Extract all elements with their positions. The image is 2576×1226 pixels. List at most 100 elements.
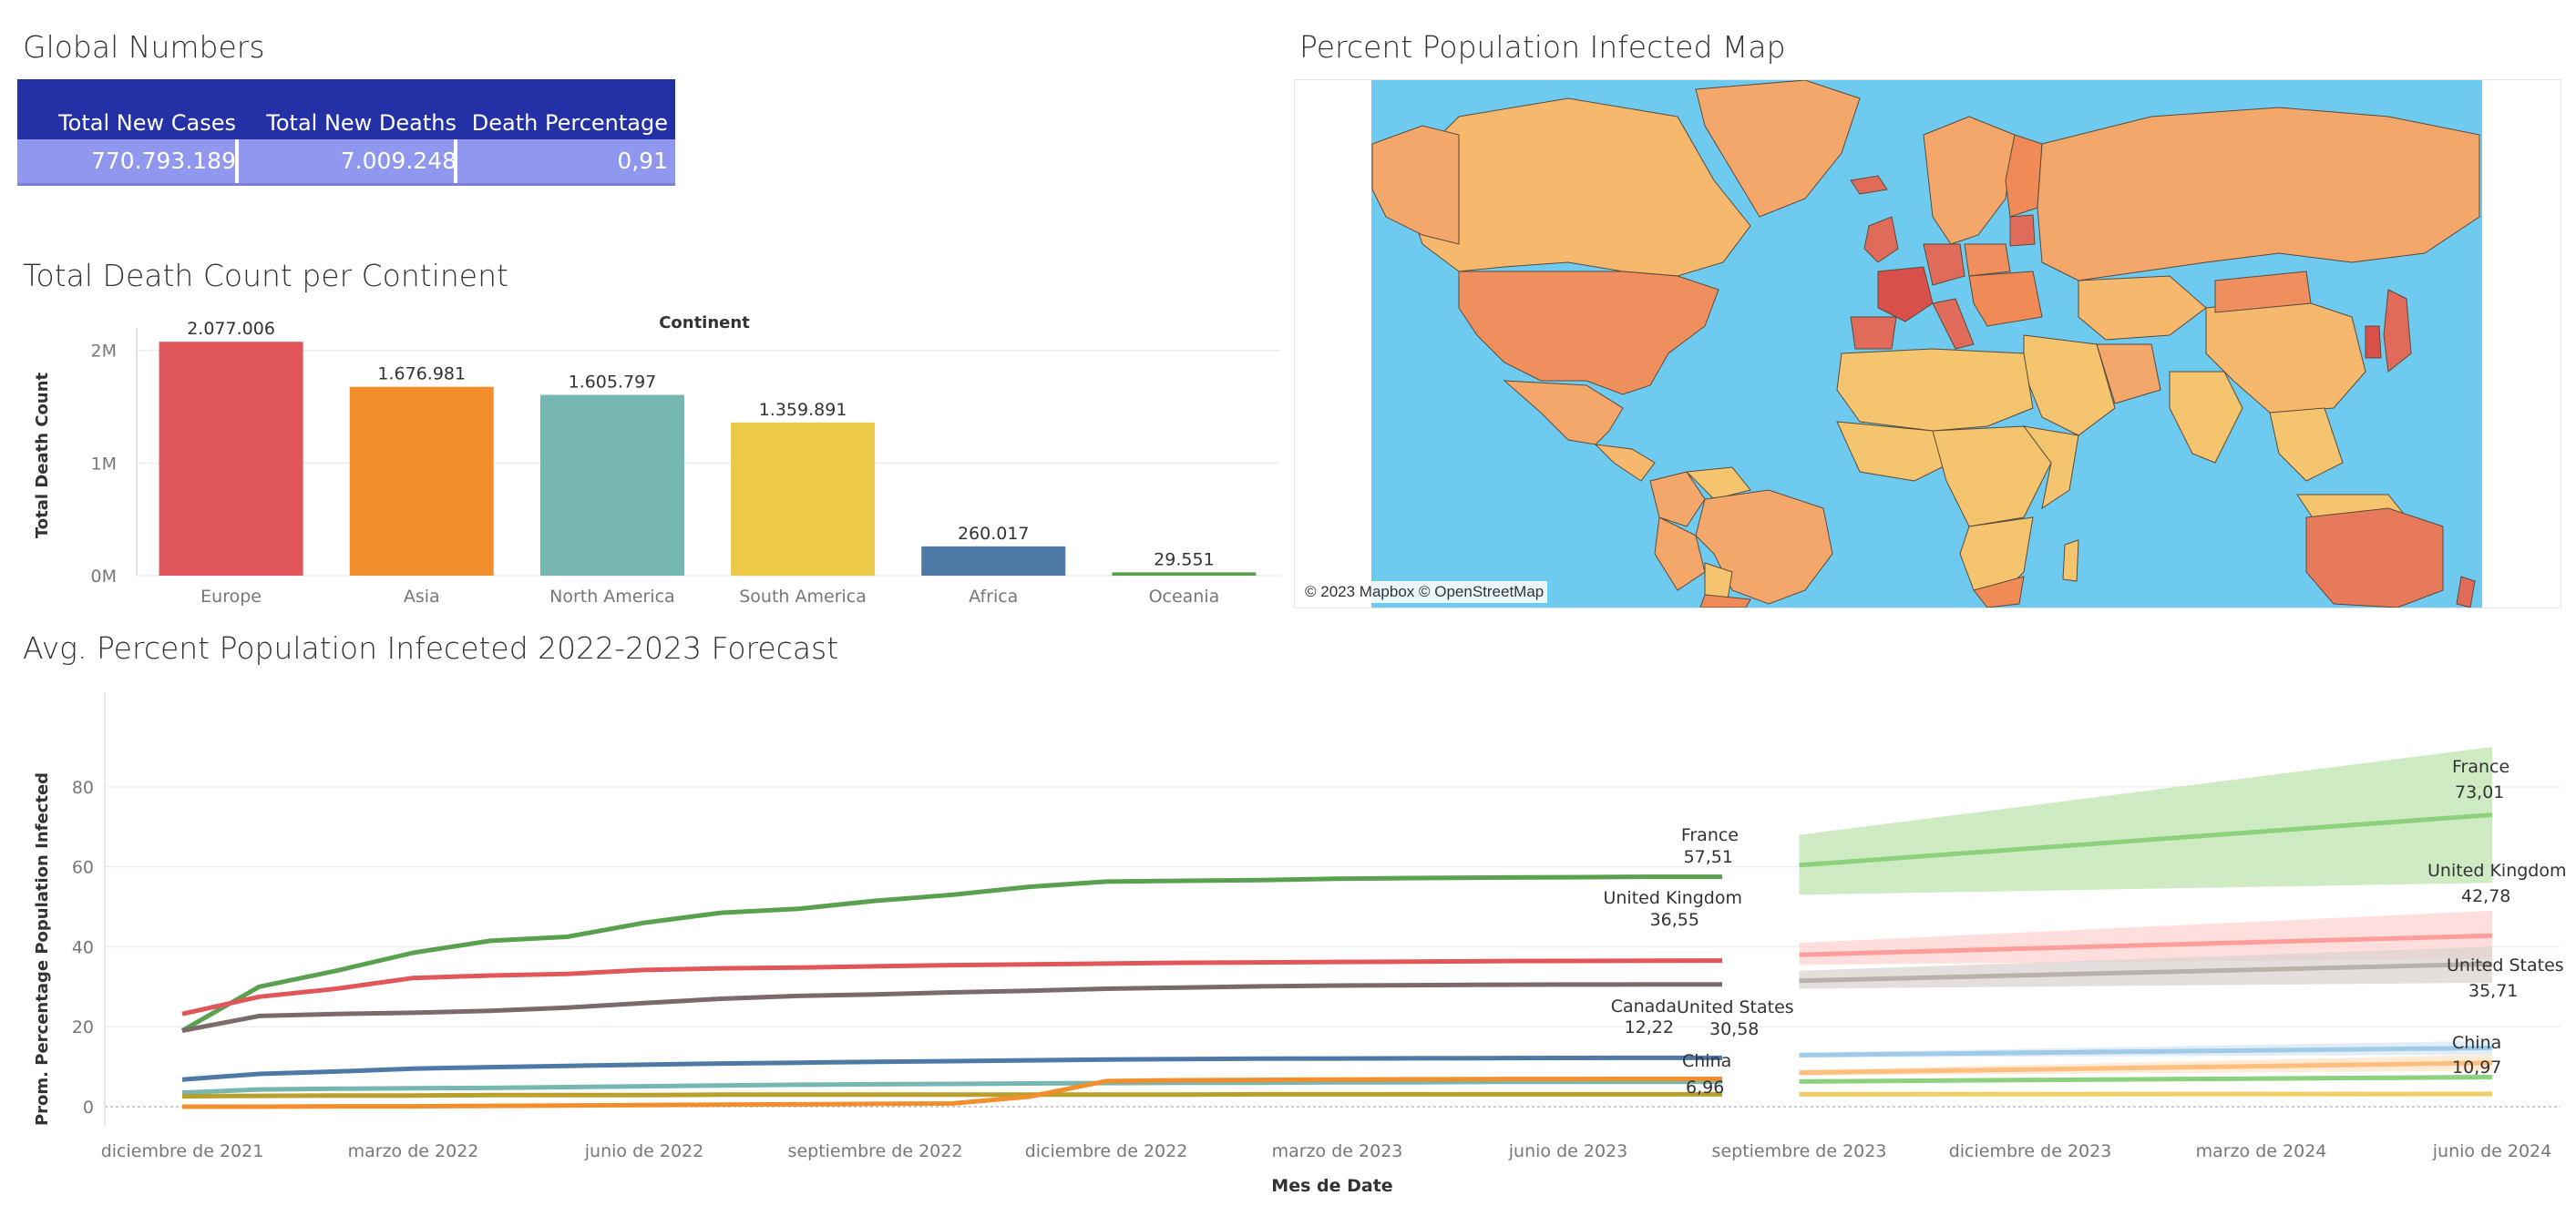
value-total-new-cases[interactable]: 770.793.189 — [90, 148, 236, 174]
bar-y-ticks: 0M 1M 2M — [91, 342, 117, 587]
bar-north-america — [539, 394, 684, 576]
map-country-spain — [1850, 316, 1897, 350]
map-country-mongolia — [2214, 271, 2312, 313]
map-country-japan — [2383, 289, 2412, 373]
map-country-south-africa — [1973, 576, 2025, 608]
header-death-percentage[interactable]: Death Percentage — [471, 110, 668, 136]
forecast-line-france — [1799, 812, 2493, 868]
forecast-x-axis-label: Mes de Date — [1271, 1176, 1392, 1196]
forecast-x-tick-label: diciembre de 2021 — [101, 1141, 264, 1161]
forecast-title: Avg. Percent Population Infeceted 2022-2… — [23, 630, 839, 666]
map-country-iceland — [1850, 175, 1888, 195]
forecast-line-chart: Prom. Percentage Population Infected Mes… — [33, 692, 2567, 1196]
bar-gridlines — [136, 328, 1280, 577]
map-country-korea — [2365, 325, 2382, 359]
forecast-x-tick-label: septiembre de 2022 — [788, 1141, 963, 1161]
forecast-y-ticks: 0 20 40 60 80 — [72, 778, 94, 1118]
label-france-fc-value: 73,01 — [2455, 782, 2504, 802]
global-numbers-header-row: Total New Cases Total New Deaths Death P… — [17, 79, 675, 139]
forecast-line-united-states — [1799, 961, 2493, 984]
forecast-x-tick-label: junio de 2024 — [2432, 1141, 2551, 1161]
label-uk-fc-name: United Kingdom — [2427, 861, 2567, 881]
label-france-hist-value: 57,51 — [1684, 847, 1733, 867]
label-uk-fc-value: 42,78 — [2461, 886, 2510, 906]
label-canada-hist-value: 12,22 — [1625, 1017, 1674, 1037]
map-country-madagascar — [2062, 539, 2079, 582]
label-us-fc-name: United States — [2447, 955, 2564, 976]
global-numbers-table: Total New Cases Total New Deaths Death P… — [17, 79, 675, 186]
map-country-australia — [2305, 507, 2444, 608]
map-frame[interactable] — [1294, 79, 2561, 608]
forecast-bands — [1799, 747, 2492, 1095]
bar-y-tick-label: 0M — [91, 567, 117, 587]
header-total-new-cases[interactable]: Total New Cases — [58, 110, 236, 136]
map-country-italy — [1932, 298, 1975, 350]
forecast-y-tick-label: 40 — [72, 937, 94, 957]
bar-y-tick-label: 1M — [91, 454, 117, 474]
world-map[interactable] — [1295, 79, 2561, 608]
forecast-x-tick-label: septiembre de 2023 — [1712, 1141, 1887, 1161]
map-country-southeast-asia — [2269, 407, 2344, 482]
bar-south-america — [731, 422, 876, 576]
bar-y-tick-label: 2M — [91, 342, 117, 362]
value-total-new-deaths[interactable]: 7.009.248 — [340, 148, 457, 174]
label-uk-hist-value: 36,55 — [1650, 910, 1699, 930]
map-country-kazakhstan — [2078, 275, 2207, 341]
forecast-x-ticks: diciembre de 2021 marzo de 2022 junio de 2… — [101, 1141, 2552, 1161]
forecast-x-tick-label: marzo de 2024 — [2196, 1141, 2327, 1161]
bar-category-label: Africa — [969, 587, 1018, 607]
map-country-greenland — [1695, 79, 1861, 218]
map-country-finland — [2005, 134, 2043, 218]
bar-africa — [921, 546, 1066, 576]
map-country-west-africa — [1836, 421, 1952, 482]
forecast-line — [1799, 1075, 2493, 1084]
series-line-france — [180, 874, 1722, 1033]
label-france-hist-name: France — [1681, 825, 1739, 845]
death-chart-title: Total Death Count per Continent — [23, 258, 508, 293]
map-country-iran — [2096, 343, 2161, 404]
forecast-y-axis-label: Prom. Percentage Population Infected — [33, 772, 52, 1126]
label-us-hist-value: 30,58 — [1709, 1019, 1759, 1039]
forecast-y-tick-label: 80 — [72, 778, 94, 798]
column-separator — [235, 139, 239, 183]
bar-data-label: 1.605.797 — [569, 372, 657, 392]
map-country-china — [2205, 298, 2366, 414]
bar-y-axis-label: Total Death Count — [33, 372, 52, 538]
map-title: Percent Population Infected Map — [1299, 29, 1786, 65]
map-country-germany — [1923, 243, 1965, 286]
series-line-canada — [181, 1055, 1722, 1082]
value-death-percentage[interactable]: 0,91 — [617, 148, 668, 174]
label-uk-hist-name: United Kingdom — [1603, 888, 1742, 908]
map-country-scandinavia — [1923, 116, 2016, 245]
bar-oceania — [1112, 572, 1257, 576]
map-country-mexico — [1503, 380, 1624, 445]
global-numbers-title: Global Numbers — [23, 29, 265, 65]
map-country-russia — [2037, 107, 2480, 281]
column-separator — [454, 139, 457, 183]
bar-data-label: 1.359.891 — [759, 400, 847, 420]
forecast-lines[interactable] — [180, 812, 2493, 1109]
label-us-hist-name: United States — [1677, 997, 1794, 1017]
map-attribution[interactable]: © 2023 Mapbox © OpenStreetMap — [1301, 581, 1548, 603]
map-country-usa — [1458, 271, 1719, 395]
forecast-line — [1799, 1060, 2493, 1076]
bar-data-label: 2.077.006 — [187, 319, 275, 339]
map-country-north-africa — [1836, 348, 2034, 432]
label-france-fc-name: France — [2452, 757, 2509, 777]
map-country-east-africa — [2022, 425, 2079, 510]
label-china-hist-value: 6,96 — [1686, 1078, 1724, 1098]
series-line — [181, 1091, 1722, 1099]
bar-data-label: 1.676.981 — [377, 364, 466, 384]
label-us-fc-value: 35,71 — [2468, 981, 2518, 1001]
map-country-baltics — [2009, 214, 2036, 247]
header-total-new-deaths[interactable]: Total New Deaths — [266, 110, 457, 136]
label-china-fc-value: 10,97 — [2452, 1057, 2501, 1078]
map-country-france — [1877, 266, 1934, 322]
series-line-united-states — [181, 982, 1722, 1034]
label-china-fc-name: China — [2452, 1033, 2501, 1053]
forecast-x-tick-label: marzo de 2022 — [348, 1141, 479, 1161]
bar-data-label: 260.017 — [958, 524, 1030, 544]
bar-category-label: North America — [549, 587, 675, 607]
map-countries[interactable] — [1371, 79, 2480, 608]
bar-category-label: Asia — [404, 587, 440, 607]
